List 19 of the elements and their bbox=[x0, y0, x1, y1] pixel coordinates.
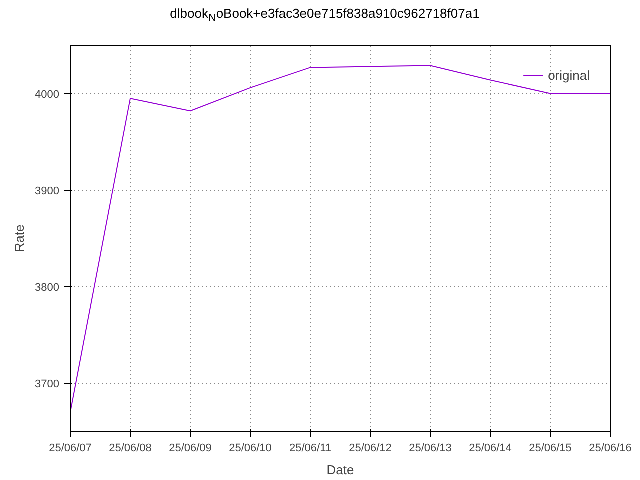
x-tick-label: 25/06/15 bbox=[529, 442, 572, 454]
x-tick-label: 25/06/14 bbox=[469, 442, 512, 454]
x-tick-label: 25/06/11 bbox=[290, 442, 332, 454]
x-tick-label: 25/06/10 bbox=[229, 442, 272, 454]
x-tick-label: 25/06/16 bbox=[589, 442, 632, 454]
chart-title: dlbook$_{N}$oBook+e3fac3e0e715f838a910c962718f07a1 bbox=[169, 5, 481, 27]
x-tick-label: 25/06/08 bbox=[109, 442, 152, 454]
y-tick-label: 4000 bbox=[35, 88, 60, 101]
y-axis-title: Rate bbox=[12, 224, 28, 252]
legend-label: original bbox=[548, 68, 590, 82]
y-tick-label: 3900 bbox=[35, 185, 60, 198]
x-axis-title: Date bbox=[326, 462, 354, 478]
x-tick-label: 25/06/09 bbox=[169, 442, 212, 454]
x-tick-label: 25/06/13 bbox=[409, 442, 452, 454]
x-tick-label: 25/06/12 bbox=[349, 442, 392, 454]
y-tick-label: 3800 bbox=[35, 282, 60, 294]
y-tick-label: 3700 bbox=[35, 378, 60, 390]
x-tick-label: 25/06/07 bbox=[49, 442, 92, 454]
line-series bbox=[70, 65, 610, 413]
